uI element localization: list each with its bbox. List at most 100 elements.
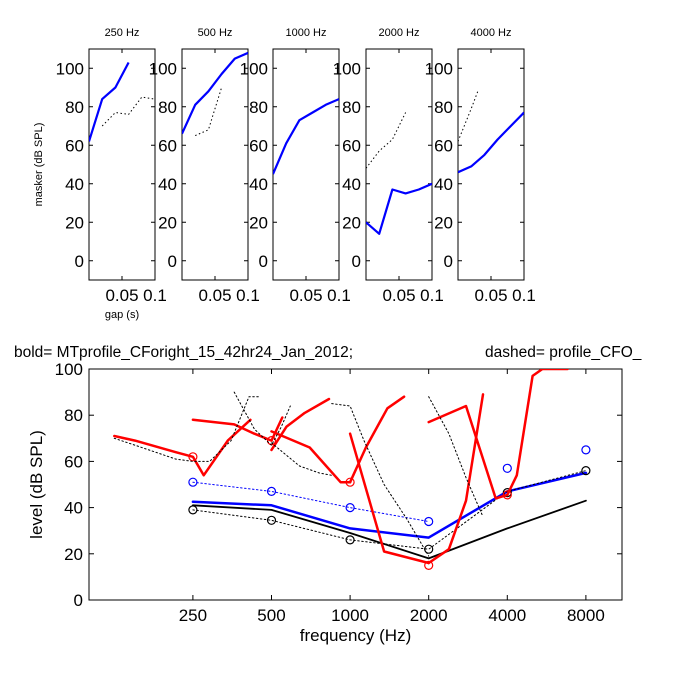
- dotted-series-line: [194, 87, 223, 137]
- dotted-series-line: [271, 442, 333, 476]
- red-profile-line: [506, 369, 569, 497]
- y-tick-label: 20: [249, 213, 268, 232]
- y-tick-label: 60: [158, 136, 177, 155]
- panel-title: 250 Hz: [105, 27, 140, 39]
- x-tick-label: 0.1: [420, 286, 444, 305]
- x-tick-label: 0.05: [474, 286, 507, 305]
- masker-threshold-line: [89, 61, 130, 142]
- data-point-marker: [424, 516, 434, 527]
- y-tick-label: 60: [342, 136, 361, 155]
- data-point-marker: [581, 445, 591, 455]
- y-tick-label: 80: [158, 98, 177, 117]
- panel-series: [273, 98, 339, 175]
- y-tick-label: 0: [75, 252, 84, 271]
- y-tick-label: 80: [249, 98, 268, 117]
- x-tick-label: 0.05: [105, 286, 138, 305]
- dotted-series-line: [192, 470, 587, 550]
- x-tick-label: 8000: [567, 606, 605, 625]
- panel-frame: [272, 48, 340, 281]
- data-point-marker: [266, 486, 277, 496]
- x-tick-label: 1000: [331, 606, 369, 625]
- red-profile-line: [113, 418, 252, 477]
- panel-series: [458, 91, 524, 174]
- y-tick-label: 40: [64, 499, 83, 518]
- red-profile-line: [270, 397, 331, 452]
- data-point-marker: [266, 515, 277, 525]
- data-point-marker: [345, 503, 355, 513]
- masker-threshold-line: [366, 182, 432, 235]
- panel-title: 4000 Hz: [471, 27, 512, 39]
- y-tick-label: 20: [64, 545, 83, 564]
- red-profile-line: [427, 393, 485, 565]
- data-point-marker: [188, 477, 198, 487]
- y-tick-label: 40: [158, 175, 177, 194]
- red-profile-line: [270, 430, 352, 484]
- y-tick-label: 80: [64, 406, 83, 425]
- dotted-series-line: [101, 96, 155, 127]
- dotted-series-line: [428, 396, 484, 518]
- red-profile-line: [348, 432, 430, 565]
- y-tick-label: 80: [342, 98, 361, 117]
- y-tick-label: 100: [425, 59, 453, 78]
- panel-series: [366, 112, 432, 235]
- red-profile-line: [348, 395, 406, 484]
- x-tick-label: 250: [179, 606, 207, 625]
- panel-frame: [457, 48, 525, 281]
- x-axis-label: frequency (Hz): [300, 626, 411, 645]
- y-tick-label: 0: [352, 252, 361, 271]
- y-tick-label: 40: [342, 175, 361, 194]
- dotted-series-line: [113, 396, 261, 462]
- panel-500-hz: 500 Hz 0 20 40 60 80 100 0.05 0.1: [149, 27, 260, 305]
- dotted-series-line: [331, 403, 430, 557]
- x-tick-label: 0.1: [327, 286, 351, 305]
- y-tick-label: 100: [56, 59, 84, 78]
- x-tick-label: 0.1: [512, 286, 536, 305]
- x-tick-label: 4000: [488, 606, 526, 625]
- dotted-series-line: [233, 391, 291, 446]
- main-series: [113, 369, 591, 571]
- frequency-panels: 250 Hz 0 20 40 60 80 100 0.05 0.1 masker (dB SPL)…: [33, 27, 536, 321]
- x-tick-label: 0.05: [382, 286, 415, 305]
- y-axis-label: masker (dB SPL): [33, 123, 45, 207]
- panel-title: 2000 Hz: [379, 27, 420, 39]
- x-tick-label: 2000: [410, 606, 448, 625]
- panel-4000-hz: 4000 Hz 0 20 40 60 80 100 0.05 0.1: [425, 27, 536, 305]
- main-plot-frame: [88, 368, 623, 601]
- data-point-marker: [345, 535, 355, 545]
- panel-series: [182, 51, 248, 137]
- threshold-line: [191, 471, 588, 539]
- figure-title-bold: bold= MTprofile_CForight_15_42hr24_Jan_2…: [14, 344, 353, 361]
- masker-threshold-line: [273, 98, 339, 175]
- y-tick-label: 60: [65, 136, 84, 155]
- y-tick-label: 0: [74, 591, 83, 610]
- panel-frame: [365, 48, 433, 281]
- y-tick-label: 40: [434, 175, 453, 194]
- y-tick-label: 40: [249, 175, 268, 194]
- y-tick-label: 100: [149, 59, 177, 78]
- y-tick-label: 60: [64, 452, 83, 471]
- y-tick-label: 100: [240, 59, 268, 78]
- y-tick-label: 0: [168, 252, 177, 271]
- x-tick-label: 500: [257, 606, 285, 625]
- panel-1000-hz: 1000 Hz 0 20 40 60 80 100 0.05 0.1: [240, 27, 351, 305]
- y-tick-label: 20: [158, 213, 177, 232]
- dotted-series-line: [458, 91, 479, 142]
- x-tick-label: 0.05: [289, 286, 322, 305]
- y-tick-label: 100: [333, 59, 361, 78]
- y-tick-label: 60: [249, 136, 268, 155]
- panel-series: [89, 61, 155, 142]
- masker-threshold-line: [458, 111, 524, 174]
- masker-threshold-line: [182, 51, 248, 135]
- panel-title: 500 Hz: [198, 27, 233, 39]
- y-tick-label: 100: [55, 360, 83, 379]
- y-tick-label: 20: [342, 213, 361, 232]
- x-tick-label: 0.05: [198, 286, 231, 305]
- data-point-marker: [502, 463, 512, 473]
- y-tick-label: 80: [434, 98, 453, 117]
- panel-250-hz: 250 Hz 0 20 40 60 80 100 0.05 0.1 masker (dB SPL)…: [33, 27, 167, 321]
- y-tick-label: 80: [65, 98, 84, 117]
- data-point-marker: [188, 505, 198, 515]
- dotted-series-line: [192, 481, 430, 522]
- y-tick-label: 20: [65, 213, 84, 232]
